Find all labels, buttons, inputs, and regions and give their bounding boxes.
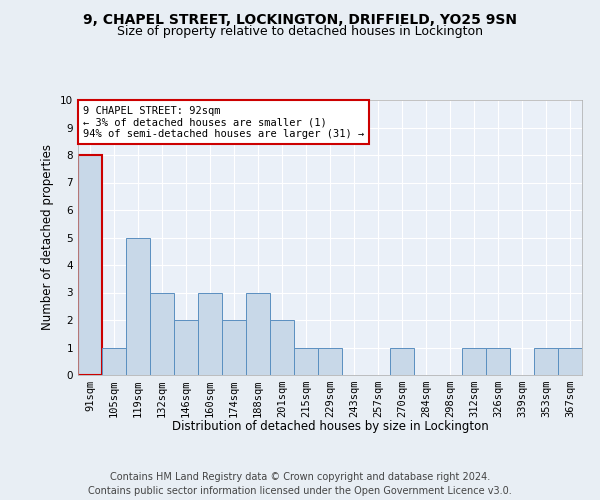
Text: Contains HM Land Registry data © Crown copyright and database right 2024.: Contains HM Land Registry data © Crown c… xyxy=(110,472,490,482)
Bar xyxy=(222,320,246,375)
Bar xyxy=(246,292,270,375)
Text: 9 CHAPEL STREET: 92sqm
← 3% of detached houses are smaller (1)
94% of semi-detac: 9 CHAPEL STREET: 92sqm ← 3% of detached … xyxy=(83,106,364,138)
Bar xyxy=(534,348,558,375)
Bar xyxy=(486,348,510,375)
Bar xyxy=(318,348,342,375)
Bar xyxy=(390,348,414,375)
X-axis label: Distribution of detached houses by size in Lockington: Distribution of detached houses by size … xyxy=(172,420,488,433)
Bar xyxy=(198,292,222,375)
Y-axis label: Number of detached properties: Number of detached properties xyxy=(41,144,55,330)
Text: 9, CHAPEL STREET, LOCKINGTON, DRIFFIELD, YO25 9SN: 9, CHAPEL STREET, LOCKINGTON, DRIFFIELD,… xyxy=(83,12,517,26)
Bar xyxy=(558,348,582,375)
Bar xyxy=(270,320,294,375)
Bar xyxy=(174,320,198,375)
Text: Contains public sector information licensed under the Open Government Licence v3: Contains public sector information licen… xyxy=(88,486,512,496)
Text: Size of property relative to detached houses in Lockington: Size of property relative to detached ho… xyxy=(117,25,483,38)
Bar xyxy=(462,348,486,375)
Bar xyxy=(294,348,318,375)
Bar xyxy=(102,348,126,375)
Bar xyxy=(150,292,174,375)
Bar xyxy=(126,238,150,375)
Bar xyxy=(78,155,102,375)
